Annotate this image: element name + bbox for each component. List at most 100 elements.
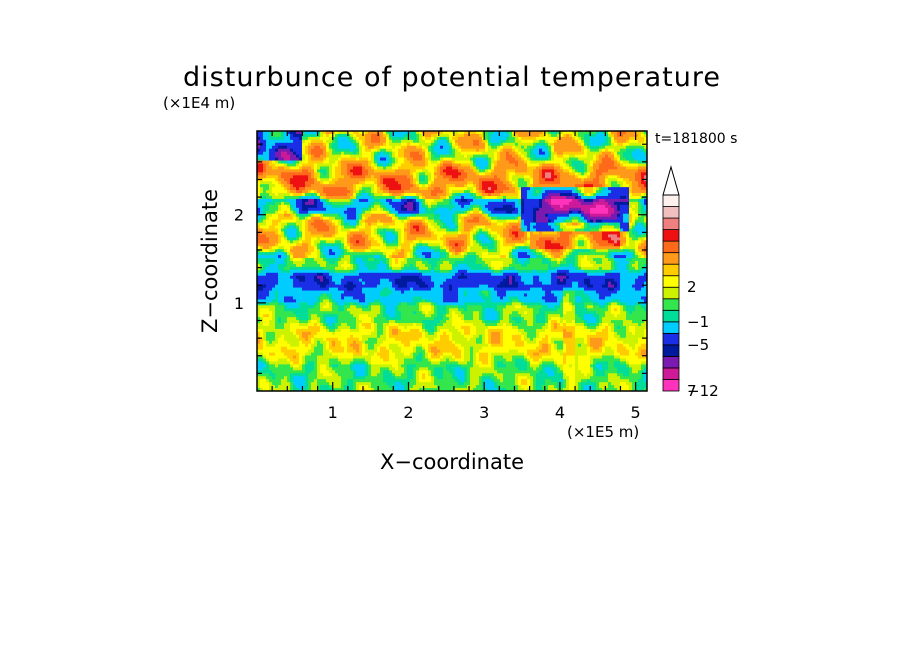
field-cell (332, 172, 336, 176)
field-cell (314, 201, 318, 206)
field-cell (272, 157, 276, 162)
field-cell (464, 160, 468, 165)
field-cell (452, 210, 456, 215)
field-cell (386, 201, 390, 206)
field-cell (272, 190, 276, 194)
field-cell (374, 196, 378, 200)
field-cell (407, 196, 411, 200)
field-cell (302, 204, 306, 209)
field-cell (491, 169, 495, 173)
field-cell (287, 151, 291, 156)
field-cell (269, 201, 273, 206)
field-cell (326, 222, 330, 227)
field-cell (317, 234, 321, 238)
field-cell (329, 222, 333, 227)
field-cell (572, 198, 576, 203)
field-cell (326, 193, 330, 197)
field-cell (491, 204, 495, 209)
field-cell (512, 154, 516, 159)
field-cell (416, 204, 420, 209)
field-cell (461, 234, 465, 238)
field-cell (341, 145, 345, 150)
field-cell (575, 201, 579, 206)
field-cell (344, 139, 348, 144)
field-cell (371, 231, 375, 235)
field-cell (479, 213, 483, 218)
field-cell (449, 136, 453, 141)
field-cell (488, 131, 492, 135)
field-cell (272, 139, 276, 144)
field-cell (389, 178, 393, 182)
field-cell (617, 213, 621, 218)
field-cell (431, 225, 435, 230)
field-cell (305, 142, 309, 147)
field-cell (644, 219, 647, 224)
field-cell (443, 172, 447, 176)
field-cell (299, 154, 303, 159)
field-cell (545, 181, 549, 185)
field-cell (329, 163, 333, 168)
field-cell (305, 166, 309, 170)
field-cell (395, 163, 399, 168)
field-cell (617, 201, 621, 206)
field-cell (590, 131, 594, 135)
field-cell (461, 210, 465, 215)
field-cell (521, 213, 525, 218)
field-cell (581, 234, 585, 238)
field-cell (440, 139, 444, 144)
field-cell (458, 169, 462, 173)
field-cell (371, 193, 375, 197)
field-cell (431, 157, 435, 162)
field-cell (473, 213, 477, 218)
field-cell (506, 184, 510, 188)
field-cell (305, 196, 309, 200)
field-cell (566, 210, 570, 215)
field-cell (428, 145, 432, 150)
field-cell (263, 213, 267, 218)
field-cell (425, 145, 429, 150)
field-cell (575, 222, 579, 227)
field-cell (419, 210, 423, 215)
field-cell (296, 231, 300, 235)
field-cell (566, 154, 570, 159)
field-cell (614, 219, 618, 224)
field-cell (608, 210, 612, 215)
field-cell (359, 178, 363, 182)
field-cell (518, 148, 522, 153)
field-cell (449, 151, 453, 156)
field-cell (368, 136, 372, 141)
field-cell (578, 178, 582, 182)
field-cell (320, 184, 324, 188)
field-cell (608, 142, 612, 147)
field-cell (416, 178, 420, 182)
field-cell (419, 219, 423, 224)
field-cell (272, 131, 276, 135)
field-cell (284, 222, 288, 227)
field-cell (410, 145, 414, 150)
field-cell (431, 139, 435, 144)
field-cell (569, 213, 573, 218)
field-cell (644, 198, 647, 203)
field-cell (539, 166, 543, 170)
field-cell (257, 228, 261, 233)
field-cell (509, 169, 513, 173)
field-cell (314, 225, 318, 230)
field-cell (374, 204, 378, 209)
field-cell (290, 222, 294, 227)
field-cell (569, 193, 573, 197)
field-cell (527, 231, 531, 235)
field-cell (482, 184, 486, 188)
field-cell (551, 178, 555, 182)
field-cell (578, 172, 582, 176)
field-cell (350, 178, 354, 182)
field-cell (365, 204, 369, 209)
field-cell (401, 210, 405, 215)
field-cell (551, 204, 555, 209)
field-cell (272, 142, 276, 147)
field-cell (602, 190, 606, 194)
field-cell (422, 193, 426, 197)
field-cell (449, 166, 453, 170)
field-cell (608, 181, 612, 185)
field-cell (494, 210, 498, 215)
field-cell (470, 204, 474, 209)
